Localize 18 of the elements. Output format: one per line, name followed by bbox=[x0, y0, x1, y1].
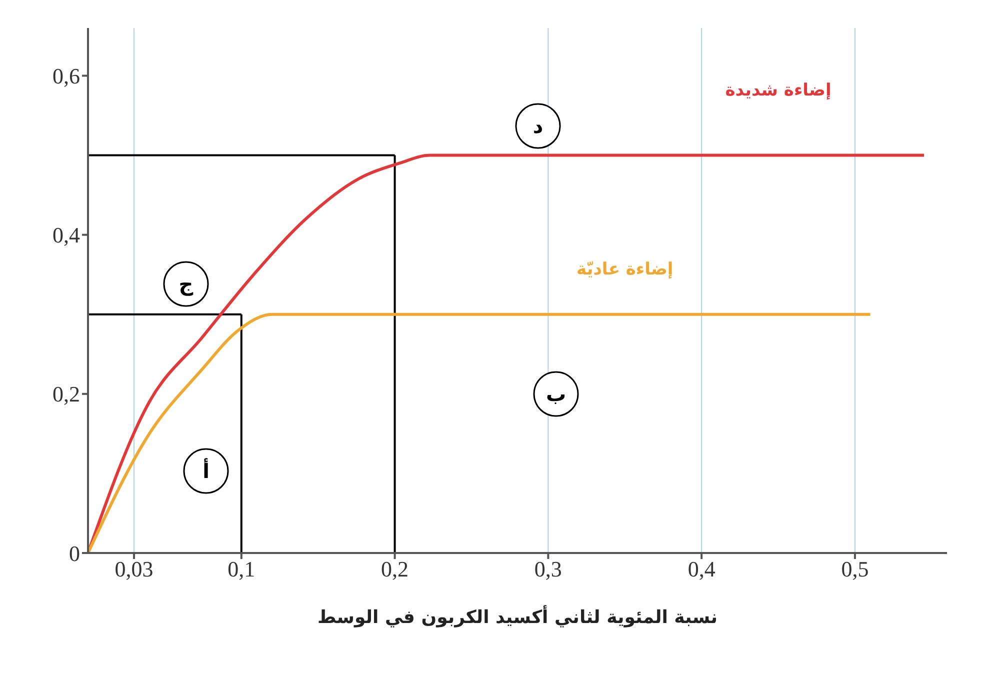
annotation: أ bbox=[202, 458, 210, 483]
text: إضاءة شديدة bbox=[725, 80, 832, 100]
line-series bbox=[88, 312, 872, 553]
x-tick-label: 0,2 bbox=[381, 556, 409, 582]
x-tick-label: 0,1 bbox=[228, 556, 256, 582]
y-tick-label: 0,4 bbox=[52, 222, 80, 248]
x-tick-label: 0,3 bbox=[534, 556, 562, 582]
annotation: ب bbox=[546, 382, 566, 406]
x-tick-label: 0,5 bbox=[841, 556, 869, 582]
text: إضاءة عاديّة bbox=[576, 259, 674, 280]
x-tick-label: 0,03 bbox=[114, 556, 154, 582]
y-tick-label: 0,2 bbox=[52, 382, 80, 407]
y-tick-label: 0,6 bbox=[52, 64, 80, 89]
x-tick-label: 0,4 bbox=[688, 556, 716, 582]
y-tick-label: 0 bbox=[69, 540, 80, 566]
annotation: د bbox=[532, 114, 544, 138]
x-axis-title: نسبة المئوية لثاني أكسيد الكربون في الوسط bbox=[318, 605, 718, 628]
annotation: ج bbox=[178, 272, 194, 296]
